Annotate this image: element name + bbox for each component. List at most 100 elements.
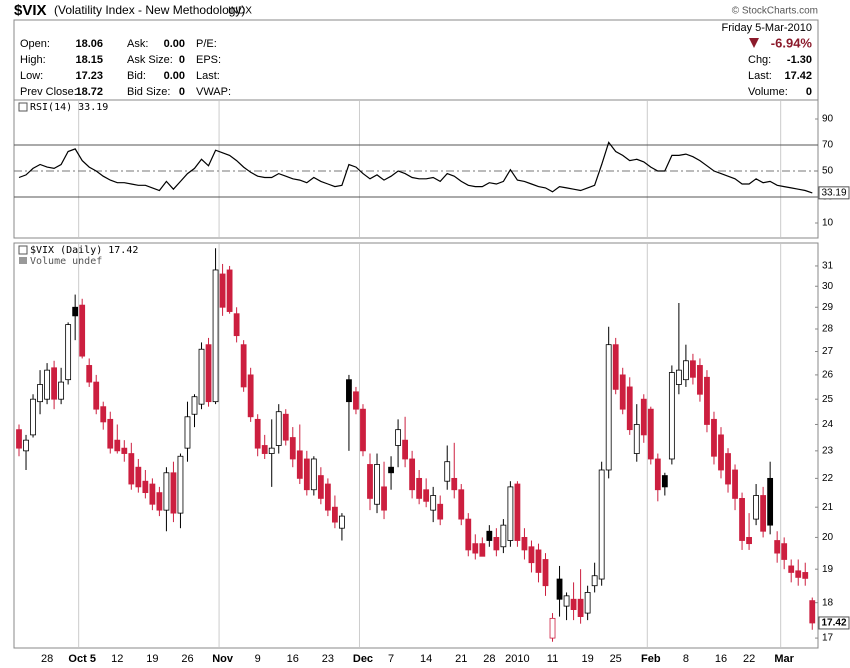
candle-body	[711, 418, 717, 457]
candle-body	[514, 483, 521, 541]
quote-value: 18.72	[75, 86, 103, 98]
candle-body	[760, 495, 767, 532]
candle-body	[612, 344, 619, 390]
x-tick-label: 14	[420, 653, 432, 665]
candle-body	[423, 489, 430, 502]
candle-body	[788, 565, 795, 573]
x-tick-label: 26	[181, 653, 193, 665]
quote-label: Ask Size:	[127, 54, 173, 66]
candle-body	[177, 455, 184, 514]
candle-body	[219, 273, 226, 308]
candle-body	[591, 575, 598, 587]
candle-body	[23, 439, 29, 452]
candle-body	[367, 464, 373, 499]
symbol-name: (Volatility Index - New Methodology)	[54, 3, 245, 17]
candle-body	[30, 398, 36, 436]
x-tick-label: 9	[255, 653, 261, 665]
candle-body	[472, 543, 479, 554]
down-arrow	[749, 38, 759, 48]
candle-body	[795, 570, 802, 578]
candle-body	[353, 391, 359, 410]
candle-body	[205, 344, 212, 403]
exchange: INDX	[228, 6, 252, 17]
copyright: © StockCharts.com	[732, 6, 818, 17]
candle-body	[142, 480, 149, 494]
x-tick-label: 22	[743, 653, 755, 665]
candle-body	[296, 450, 303, 479]
y-tick-label: 10	[822, 218, 834, 229]
candle-body	[100, 406, 107, 423]
y-tick-label: 28	[822, 324, 834, 335]
candle-body	[381, 486, 387, 511]
candle-body	[767, 477, 774, 526]
quote-value: 0.00	[164, 38, 185, 50]
candle-body	[605, 344, 612, 471]
candle-body	[346, 379, 352, 403]
quote-label: Last:	[748, 70, 772, 82]
candle-body	[802, 572, 809, 579]
candle-body	[542, 559, 549, 587]
panel-icon	[18, 102, 28, 112]
candle-body	[360, 408, 366, 452]
candle-body	[282, 413, 289, 441]
quote-date: Friday 5-Mar-2010	[722, 22, 812, 34]
candle-body	[184, 416, 191, 449]
quote-label: VWAP:	[196, 86, 231, 98]
quote-value: 0	[179, 86, 185, 98]
panel-icon	[19, 257, 27, 264]
candle-body	[584, 592, 591, 614]
x-tick-label: Nov	[212, 653, 234, 665]
candle-body	[683, 360, 689, 381]
candle-body	[149, 483, 156, 505]
candle-body	[661, 475, 668, 488]
rsi-line	[18, 141, 813, 194]
quote-label: Volume:	[748, 86, 788, 98]
candle-body	[324, 483, 331, 511]
panel-title: $VIX (Daily) 17.42	[30, 245, 138, 256]
candle-body	[479, 543, 486, 557]
x-tick-label: 8	[683, 653, 689, 665]
candle-body	[654, 458, 661, 491]
quote-label: EPS:	[196, 54, 221, 66]
y-tick-label: 31	[822, 261, 834, 272]
candle-body	[156, 492, 163, 511]
panel-icon	[18, 245, 28, 255]
candle-body	[409, 458, 416, 491]
candle-body	[268, 447, 275, 454]
panel-subtitle: Volume undef	[30, 256, 102, 267]
x-tick-label: 23	[322, 653, 334, 665]
candle-body	[500, 524, 507, 548]
candle-body	[668, 372, 675, 460]
x-tick-label: 16	[715, 653, 727, 665]
y-tick-label: 26	[822, 370, 834, 381]
x-tick-label: Feb	[641, 653, 661, 665]
quote-value: 17.42	[784, 70, 812, 82]
candle-body	[37, 384, 43, 403]
candle-body	[746, 537, 752, 545]
quote-value: 18.06	[75, 38, 103, 50]
candle-body	[507, 486, 514, 541]
candle-body	[570, 598, 577, 610]
x-tick-label: 21	[455, 653, 467, 665]
quote-box	[13, 19, 819, 101]
candle-body	[51, 367, 57, 400]
candle-body	[212, 269, 219, 403]
candle-body	[563, 595, 570, 607]
candle-body	[598, 469, 605, 580]
quote-label: Low:	[20, 70, 43, 82]
quote-label: Bid:	[127, 70, 146, 82]
candle-body	[254, 418, 261, 449]
y-tick-label: 18	[822, 597, 834, 608]
change-pct: -6.94%	[771, 35, 813, 50]
candle-body	[72, 306, 79, 317]
y-tick-label: 17	[822, 633, 834, 644]
candle-body	[44, 369, 50, 400]
candle-body	[58, 381, 65, 400]
x-tick-label: 2010	[505, 653, 529, 665]
last-value-box	[818, 616, 850, 630]
y-tick-label: 22	[822, 473, 834, 484]
x-tick-label: 11	[547, 653, 558, 665]
candle-body	[577, 598, 584, 617]
